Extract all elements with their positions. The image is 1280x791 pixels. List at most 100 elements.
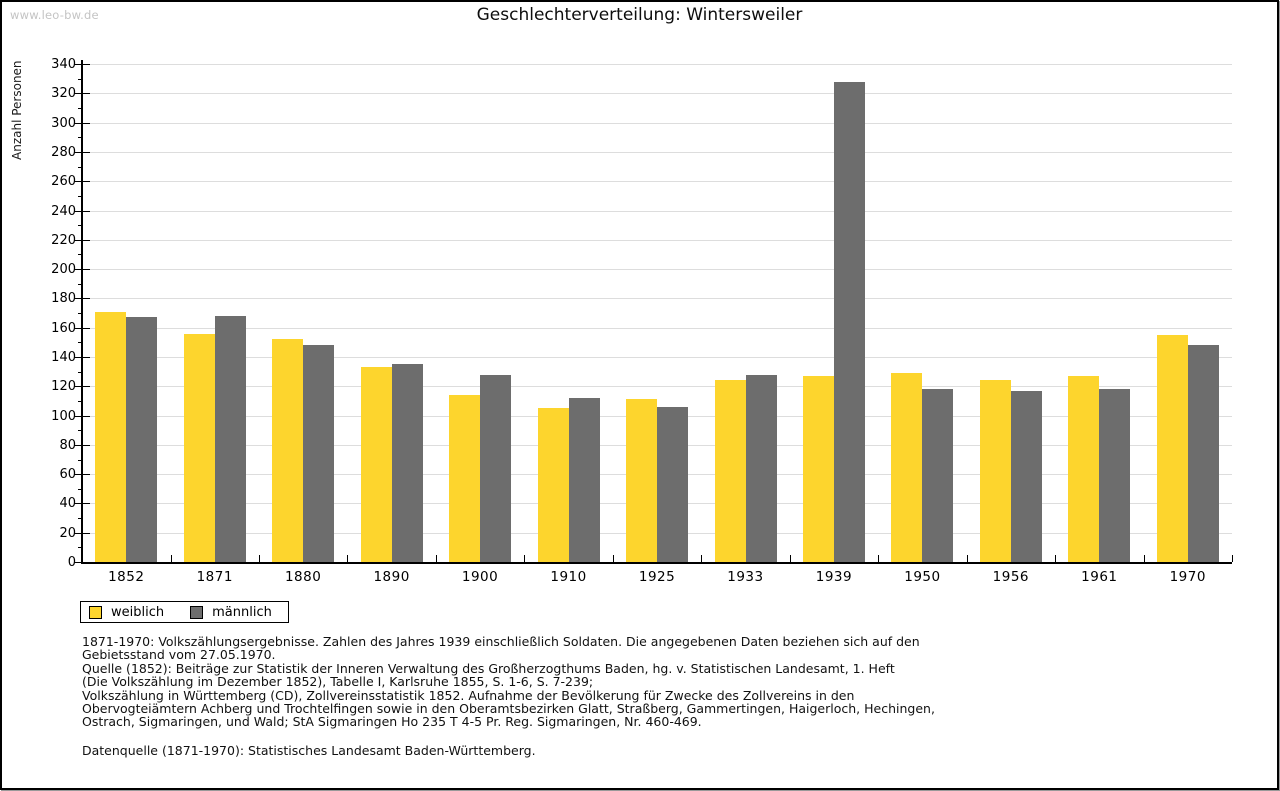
bar-maennlich-1890	[391, 364, 423, 562]
bar-maennlich-1871	[214, 315, 246, 562]
maennlich-swatch-icon	[190, 605, 204, 619]
x-tick-label: 1925	[638, 569, 676, 585]
y-minor-tick	[78, 166, 82, 168]
bar-maennlich-1956	[1010, 390, 1042, 562]
bar-weiblich-1970	[1156, 335, 1188, 562]
x-tick-label: 1939	[815, 569, 853, 585]
y-tick-label: 80	[59, 437, 76, 453]
x-tick-label: 1961	[1081, 569, 1118, 585]
footnote-line: Ostrach, Sigmaringen, und Wald; StA Sigm…	[82, 714, 702, 730]
bar-maennlich-1939	[833, 81, 865, 562]
x-tick-label: 1871	[196, 569, 233, 585]
x-tick-label: 1900	[461, 569, 499, 585]
gridline	[82, 210, 1232, 212]
footnotes: 1871-1970: Volkszählungsergebnisse. Zahl…	[82, 635, 1222, 729]
y-tick-label: 60	[59, 467, 76, 483]
x-boundary-tick	[966, 555, 968, 562]
y-minor-tick	[78, 342, 82, 344]
y-tick-label: 40	[59, 496, 76, 512]
y-minor-tick	[78, 225, 82, 227]
bar-maennlich-1961	[1099, 389, 1131, 562]
x-tick-label: 1880	[284, 569, 322, 585]
y-minor-tick	[78, 430, 82, 432]
footnote-line: Gebietsstand vom 27.05.1970.	[82, 647, 276, 663]
gridline	[82, 298, 1232, 300]
chart-title: Geschlechterverteilung: Wintersweiler	[476, 5, 803, 25]
gridline	[82, 64, 1232, 65]
bar-weiblich-1880	[272, 339, 304, 562]
bar-maennlich-1933	[745, 374, 777, 562]
bar-weiblich-1925	[626, 399, 657, 562]
x-boundary-tick	[878, 555, 880, 562]
bar-weiblich-1933	[714, 380, 746, 562]
bar-maennlich-1910	[568, 398, 600, 562]
y-tick-label: 200	[51, 262, 76, 278]
y-minor-tick	[78, 459, 82, 461]
legend-item-weiblich: weiblich	[89, 605, 164, 619]
gridline	[82, 356, 1232, 358]
bar-maennlich-1880	[303, 345, 335, 562]
bar-weiblich-1910	[537, 408, 569, 562]
bar-weiblich-1956	[979, 380, 1011, 562]
y-tick-label: 100	[51, 408, 76, 424]
y-minor-tick	[78, 283, 82, 285]
x-tick-label: 1950	[904, 569, 941, 585]
bar-maennlich-1852	[126, 317, 158, 562]
y-tick-label: 340	[51, 57, 76, 72]
footnote-line: Quelle (1852): Beiträge zur Statistik de…	[82, 660, 895, 676]
bar-weiblich-1950	[891, 373, 923, 562]
y-minor-tick	[78, 78, 82, 80]
weiblich-swatch-icon	[89, 605, 102, 619]
x-tick-label: 1933	[727, 569, 764, 585]
y-minor-tick	[78, 137, 82, 139]
y-minor-tick	[78, 195, 82, 197]
y-tick-label: 280	[51, 144, 76, 160]
gridline	[82, 327, 1232, 329]
x-tick-label: 1910	[550, 569, 587, 585]
x-tick-label: 1970	[1169, 569, 1206, 585]
y-tick-label: 320	[51, 86, 76, 102]
x-boundary-tick	[258, 555, 260, 562]
legend: weiblich männlich	[80, 601, 289, 623]
gridline	[82, 181, 1232, 183]
data-source-line: Datenquelle (1871-1970): Statistisches L…	[82, 743, 536, 758]
y-minor-tick	[78, 254, 82, 256]
legend-item-maennlich: männlich	[190, 604, 272, 620]
y-minor-tick	[78, 488, 82, 490]
y-tick-label: 260	[51, 174, 76, 190]
y-axis-title: Anzahl Personen	[10, 60, 24, 160]
y-axis-line	[81, 60, 83, 564]
gridline	[82, 239, 1232, 241]
bar-maennlich-1950	[922, 389, 954, 562]
x-boundary-tick	[1232, 555, 1233, 562]
y-minor-tick	[78, 313, 82, 314]
y-minor-tick	[78, 371, 82, 373]
x-axis-line	[81, 562, 1232, 564]
x-boundary-tick	[524, 555, 526, 562]
y-tick-label: 180	[51, 291, 76, 307]
gridline	[82, 122, 1232, 124]
bar-weiblich-1890	[360, 367, 392, 562]
y-tick-label: 220	[51, 232, 76, 248]
watermark-text: www.leo-bw.de	[10, 8, 99, 22]
y-tick-label: 140	[51, 349, 76, 365]
y-tick-label: 20	[59, 525, 76, 541]
x-boundary-tick	[789, 555, 791, 562]
y-minor-tick	[78, 547, 82, 549]
bar-maennlich-1970	[1187, 345, 1219, 562]
bar-weiblich-1871	[183, 333, 215, 562]
bar-weiblich-1900	[449, 395, 481, 562]
x-boundary-tick	[170, 555, 172, 562]
x-boundary-tick	[435, 555, 437, 562]
gridline	[82, 151, 1232, 153]
y-minor-tick	[78, 400, 82, 402]
y-minor-tick	[78, 107, 82, 109]
gridline	[82, 386, 1232, 388]
y-tick-label: 0	[67, 555, 76, 570]
bar-weiblich-1939	[802, 376, 834, 562]
y-tick-label: 120	[51, 379, 76, 395]
x-boundary-tick	[612, 555, 614, 562]
legend-label-maennlich: männlich	[212, 604, 272, 620]
bar-maennlich-1925	[657, 406, 688, 562]
